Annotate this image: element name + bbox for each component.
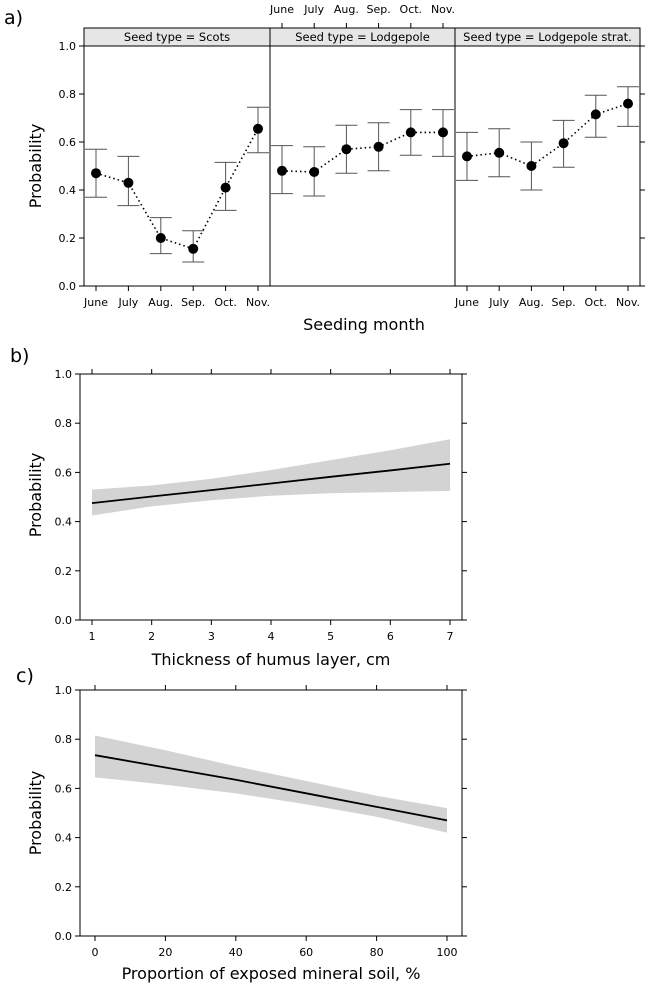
panel-b-xtick-label: 4: [268, 630, 275, 643]
panel-b-xtick-label: 7: [447, 630, 454, 643]
panel-a-ytick-label: 0.8: [59, 88, 77, 101]
panel-c-xtick-label: 20: [158, 946, 172, 959]
panel-a-xtick-label: July: [488, 296, 509, 309]
panel-a-ytick-label: 1.0: [59, 40, 77, 53]
panel-b-ci-band: [92, 439, 450, 516]
panel-c-ytick-label: 0.0: [55, 930, 73, 943]
panel-a-point: [91, 168, 101, 179]
panel-c-ci-band: [95, 735, 447, 833]
panel-a-xtick-label: June: [83, 296, 108, 309]
panel-a-point: [155, 233, 166, 243]
panel-c-ytick-label: 0.8: [55, 733, 73, 746]
panel-c-ytick-label: 1.0: [55, 684, 73, 697]
panel-c-xtick-label: 0: [92, 946, 99, 959]
panel-a-point: [623, 98, 633, 109]
panel-a-xtick-label-top: Aug.: [334, 3, 359, 16]
panel-c-frame: [79, 689, 463, 937]
panel-a-strip-label: Seed type = Lodgepole: [295, 30, 430, 44]
panel-b-xtick-label: 2: [148, 630, 155, 643]
panel-b-ytick-label: 0.0: [55, 614, 73, 627]
panel-a-xtick-label-top: Oct.: [400, 3, 423, 16]
panel-a-point: [341, 144, 352, 155]
panel-a-xtick-label-top: June: [269, 3, 294, 16]
panel-c-ytick-label: 0.2: [55, 881, 73, 894]
panel-a-frame: [454, 45, 641, 287]
panel-a-xtick-label: Sep.: [551, 296, 575, 309]
panel-b-fit-line: [91, 462, 451, 505]
panel-a-ytick-label: 0.2: [59, 232, 77, 245]
panel-a-frame: [269, 45, 456, 287]
panel-b-label: b): [10, 345, 29, 367]
panel-a-point: [220, 182, 231, 193]
panel-c-xlabel: Proportion of exposed mineral soil, %: [122, 964, 421, 983]
panel-a-frame: [83, 45, 271, 287]
panel-a-series-line: [466, 102, 629, 167]
panel-a-xtick-label: July: [118, 296, 139, 309]
panel-b-ytick-label: 0.8: [55, 417, 73, 430]
panel-a-xtick-label: Sep.: [181, 296, 205, 309]
panel-a-point: [558, 138, 569, 149]
panel-a-ytick-label: 0.6: [59, 136, 77, 149]
panel-a-label: a): [4, 7, 23, 29]
panel-a-point: [590, 109, 601, 120]
panel-c-xtick-label: 60: [299, 946, 313, 959]
panel-b-ytick-label: 0.6: [55, 466, 73, 479]
panel-a-point: [253, 123, 263, 134]
panel-a-xtick-label: Oct.: [214, 296, 237, 309]
panel-a-point: [438, 127, 448, 138]
panel-b-xtick-label: 1: [89, 630, 96, 643]
panel-c-ylabel: Probability: [26, 771, 45, 856]
panel-b-xtick-label: 5: [327, 630, 334, 643]
panel-a-xtick-label-top: July: [303, 3, 324, 16]
panel-b-xtick-label: 6: [387, 630, 394, 643]
panel-b: Probability Thickness of humus layer, cm…: [26, 368, 467, 669]
panel-a-xlabel: Seeding month: [303, 315, 425, 334]
panel-a-series-line: [281, 131, 443, 173]
panel-a-point: [405, 127, 416, 138]
panel-c-xtick-label: 80: [370, 946, 384, 959]
panel-b-ytick-label: 1.0: [55, 368, 73, 381]
panel-a-point: [188, 243, 199, 254]
panel-a: Probability Seeding month 0.0 0.2 0.4 0.6 0.…: [26, 3, 645, 334]
panel-a-ytick-label: 0.4: [59, 184, 77, 197]
panel-a-xtick-label: Aug.: [519, 296, 544, 309]
panel-a-point: [277, 165, 287, 176]
panel-a-xtick-label: June: [454, 296, 479, 309]
panel-c-ytick-label: 0.4: [55, 832, 73, 845]
panel-a-xtick-label: Aug.: [148, 296, 173, 309]
panel-a-strip-label: Seed type = Lodgepole strat.: [463, 30, 632, 44]
panel-a-xtick-label: Oct.: [585, 296, 608, 309]
panel-a-xtick-label: Nov.: [246, 296, 270, 309]
panel-a-xtick-label: Nov.: [616, 296, 640, 309]
panel-b-ylabel: Probability: [26, 453, 45, 538]
panel-c-xtick-label: 100: [437, 946, 458, 959]
panel-c-fit-line: [94, 754, 448, 822]
panel-a-point: [526, 161, 537, 171]
panel-c-ytick-label: 0.6: [55, 782, 73, 795]
panel-c-label: c): [16, 665, 34, 687]
panel-a-xtick-label-top: Nov.: [431, 3, 455, 16]
panel-a-ylabel: Probability: [26, 124, 45, 209]
panel-c-xtick-label: 40: [229, 946, 243, 959]
panel-b-xlabel: Thickness of humus layer, cm: [151, 650, 391, 669]
panel-c: Probability Proportion of exposed minera…: [26, 684, 467, 983]
panel-a-point: [123, 177, 134, 188]
panel-b-ytick-label: 0.2: [55, 565, 73, 578]
panel-b-ytick-label: 0.4: [55, 516, 73, 529]
panel-a-series-line: [95, 128, 259, 250]
panel-a-point: [494, 147, 505, 158]
panel-a-point: [309, 167, 320, 177]
panel-a-strip-label: Seed type = Scots: [124, 30, 230, 44]
panel-a-ytick-label: 0.0: [59, 280, 77, 293]
panel-a-point: [373, 141, 384, 152]
panel-a-xtick-label-top: Sep.: [366, 3, 390, 16]
panel-b-xtick-label: 3: [208, 630, 215, 643]
panel-a-point: [462, 151, 472, 162]
